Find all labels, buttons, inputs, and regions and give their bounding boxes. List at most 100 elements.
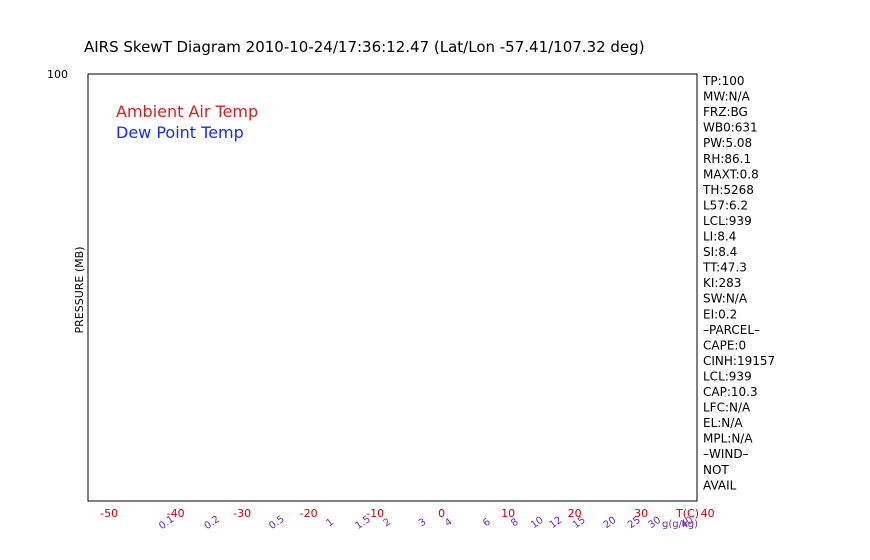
bottom-temp-tick-label: -50	[100, 507, 118, 520]
dry-adiabat-line	[0, 0, 870, 74]
stability-index-item: CINH:19157	[703, 354, 775, 368]
stability-index-item: RH:86.1	[703, 152, 751, 166]
bottom-temp-tick-label: 40	[701, 507, 715, 520]
stability-index-item: TT:47.3	[702, 261, 747, 275]
dry-adiabat-line	[0, 0, 513, 74]
legend-entry-temp: Ambient Air Temp	[116, 102, 258, 121]
dry-adiabat-line	[0, 0, 716, 74]
y-axis-label: PRESSURE (MB)	[73, 247, 86, 334]
dry-adiabat-line	[0, 0, 41, 74]
stability-index-item: FRZ:BG	[703, 105, 748, 119]
stability-index-item: KI:283	[703, 276, 741, 290]
bottom-temp-tick-label: -10	[366, 507, 384, 520]
dewpoint-profile-line	[0, 0, 439, 74]
bottom-temp-tick-label: 10	[501, 507, 515, 520]
mixing-ratio-tick-label: 4	[443, 517, 455, 530]
temp-unit-label: T(C)	[675, 507, 699, 520]
dry-adiabat-line	[0, 0, 581, 74]
stability-index-item: MAXT:0.8	[703, 167, 759, 181]
stability-index-item: LI:8.4	[703, 230, 736, 244]
stability-index-item: PW:5.08	[703, 136, 752, 150]
stability-index-item: NOT	[703, 463, 729, 477]
dry-adiabat-line	[0, 0, 870, 74]
isotherm-line	[302, 74, 304, 75]
mixing-ratio-unit-label: g(g/kg)	[662, 519, 698, 530]
dry-adiabat-line	[0, 0, 311, 74]
stability-index-item: TP:100	[702, 74, 745, 88]
pressure-tick-label: 100	[47, 68, 68, 81]
isotherm-line	[0, 0, 242, 74]
dry-adiabat-line	[0, 0, 648, 74]
isotherm-line	[369, 74, 370, 75]
profile-series	[0, 0, 506, 74]
dry-adiabat-line	[0, 0, 870, 74]
bottom-temp-tick-label: -30	[233, 507, 251, 520]
bottom-temp-tick-label: 0	[438, 507, 445, 520]
dry-adiabat-line	[0, 0, 379, 74]
mixing-ratio-tick-label: 0.5	[267, 514, 286, 532]
bottom-temp-tick-label: 20	[568, 507, 582, 520]
dry-adiabat-line	[0, 0, 870, 74]
stability-index-item: AVAIL	[703, 478, 737, 492]
stability-index-panel: TP:100MW:N/AFRZ:BGWB0:631PW:5.08RH:86.1M…	[702, 74, 775, 492]
dry-adiabat-line	[0, 0, 870, 74]
dry-adiabat-line	[0, 0, 870, 74]
dry-adiabat-line	[0, 0, 851, 74]
isotherm-line	[37, 0, 309, 74]
mixing-ratio-tick-label: 20	[602, 515, 619, 531]
plot-frame	[87, 73, 698, 502]
isotherm-line	[236, 74, 237, 75]
legend-entry-dew: Dew Point Temp	[116, 123, 244, 142]
dry-adiabat-line	[0, 0, 176, 74]
bottom-temp-tick-label: -20	[300, 507, 318, 520]
dry-adiabat-line	[0, 0, 109, 74]
bottom-temp-tick-labels: -50 -40 -30 -20 -10 0 10 20 30 40	[100, 507, 714, 520]
stability-index-item: TH:5268	[702, 183, 754, 197]
dry-adiabat-line	[0, 0, 870, 74]
chart-legend: Ambient Air Temp Dew Point Temp	[116, 102, 258, 142]
mixing-ratio-tick-label: 1	[324, 517, 336, 530]
mixing-ratio-tick-label: 3	[417, 517, 429, 530]
isotherm-line	[169, 74, 171, 75]
dry-adiabat-line	[0, 0, 870, 74]
dry-adiabat-line	[0, 0, 870, 74]
stability-index-item: LCL:939	[703, 369, 752, 383]
isotherm-line	[435, 74, 437, 75]
stability-index-item: MPL:N/A	[703, 432, 753, 446]
stability-index-item: SI:8.4	[703, 245, 737, 259]
stability-index-item: –WIND–	[703, 447, 749, 461]
isotherm-line	[0, 0, 109, 74]
bottom-temp-tick-label: 30	[634, 507, 648, 520]
isotherm-line	[0, 0, 176, 74]
stability-index-item: EL:N/A	[703, 416, 743, 430]
isotherm-line	[103, 74, 104, 75]
isotherm-lines	[0, 0, 570, 75]
pressure-tick-labels: 1002003004005006007008009001000	[47, 68, 68, 81]
dry-adiabat-line	[0, 0, 870, 74]
isotherm-line	[0, 0, 43, 74]
mixing-ratio-tick-label: 30	[646, 515, 663, 531]
bottom-temp-tick-label: -40	[167, 507, 185, 520]
stability-index-item: –PARCEL–	[703, 323, 760, 337]
dry-adiabat-line	[0, 0, 446, 74]
dry-adiabat-line	[0, 0, 244, 74]
stability-index-item: WB0:631	[703, 121, 758, 135]
mixing-ratio-tick-label: 6	[481, 517, 493, 530]
mixing-ratio-tick-label: 8	[509, 517, 521, 530]
dry-adiabat-line	[0, 0, 870, 74]
stability-index-item: CAP:10.3	[703, 385, 758, 399]
temp-profile-line	[0, 0, 506, 74]
isotherm-line	[568, 74, 570, 75]
mixing-ratio-tick-label: 2	[382, 517, 394, 530]
dry-adiabat-line	[0, 0, 870, 74]
dry-adiabat-line	[0, 0, 870, 74]
mixing-ratio-tick-label: 12	[548, 515, 565, 531]
dry-adiabat-line	[0, 0, 783, 74]
stability-index-item: LFC:N/A	[703, 401, 751, 415]
mixing-ratio-tick-label: 10	[529, 515, 546, 531]
stability-index-item: L57:6.2	[703, 198, 748, 212]
stability-index-item: LCL:939	[703, 214, 752, 228]
mixing-ratio-tick-label: 0.2	[202, 514, 221, 532]
stability-index-item: CAPE:0	[703, 338, 746, 352]
